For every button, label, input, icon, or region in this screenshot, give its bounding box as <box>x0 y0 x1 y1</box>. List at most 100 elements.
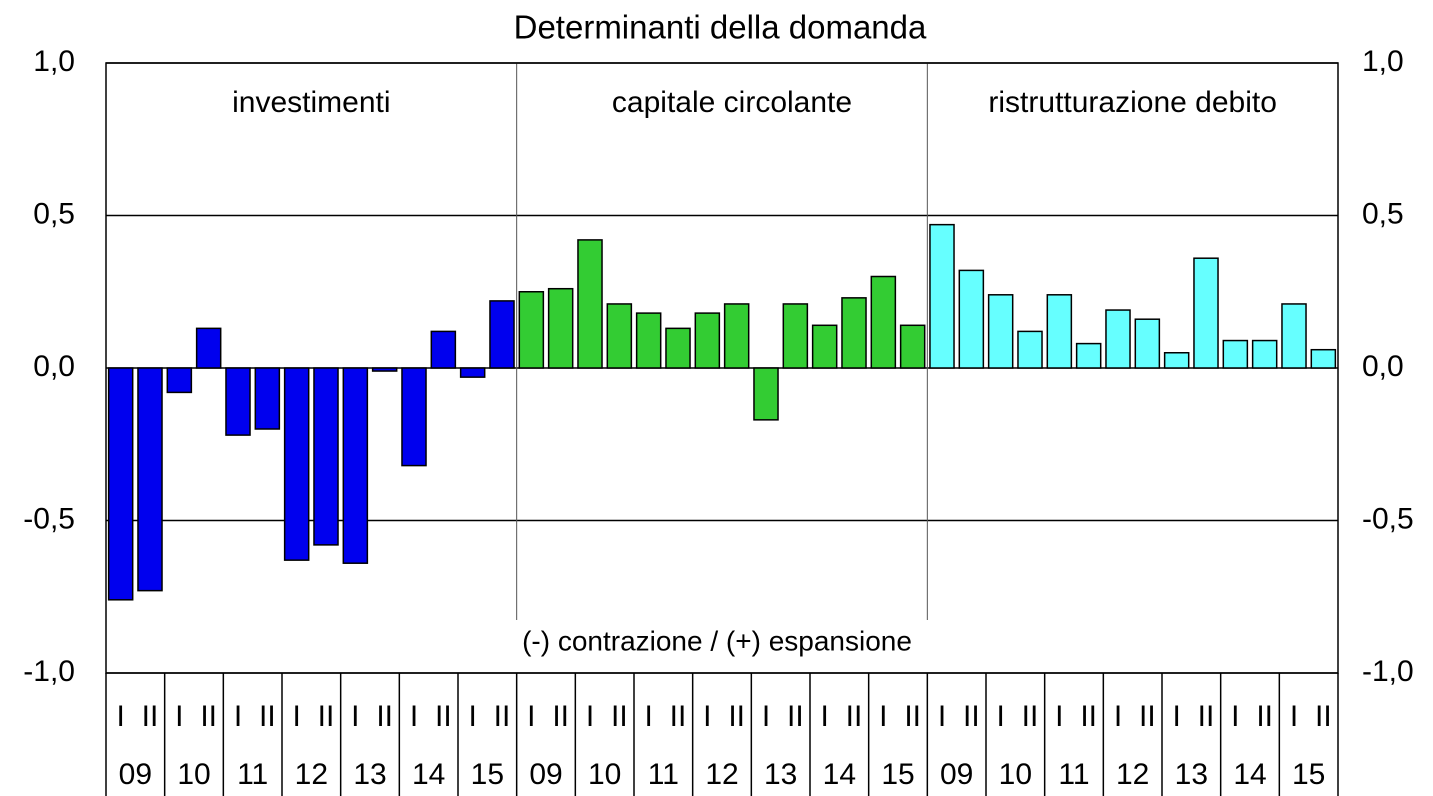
annotation: (-) contrazione / (+) espansione <box>522 625 912 656</box>
x-group-label: 14 <box>1233 758 1266 791</box>
bar <box>665 327 691 369</box>
bar <box>254 367 281 430</box>
x-tick-label: II <box>904 700 921 733</box>
x-tick-label: II <box>1198 700 1215 733</box>
bar <box>371 367 398 372</box>
x-tick-label: I <box>703 700 711 733</box>
series-label: investimenti <box>232 86 390 119</box>
x-tick-label: II <box>611 700 628 733</box>
bar <box>1017 330 1043 369</box>
bar <box>1075 342 1102 369</box>
x-tick-label: II <box>1022 700 1039 733</box>
bar <box>459 367 486 378</box>
x-tick-label: I <box>351 700 359 733</box>
bar <box>958 269 985 369</box>
x-tick-label: I <box>820 700 828 733</box>
bar <box>1134 318 1161 369</box>
x-group-label: 13 <box>764 758 797 791</box>
bar <box>195 327 222 369</box>
x-group-label: 09 <box>940 758 973 791</box>
x-tick-label: II <box>494 700 511 733</box>
bar <box>606 303 633 369</box>
bar <box>1310 348 1337 369</box>
x-tick-label: I <box>468 700 476 733</box>
bar <box>1105 309 1131 369</box>
x-tick-label: II <box>435 700 452 733</box>
x-group-label: 14 <box>412 758 445 791</box>
bar <box>342 367 369 564</box>
x-tick-label: I <box>175 700 183 733</box>
series-label: capitale circolante <box>612 86 852 119</box>
x-tick-label: I <box>996 700 1004 733</box>
x-group-label: 13 <box>1175 758 1208 791</box>
bar <box>489 300 515 369</box>
x-group-label: 14 <box>823 758 856 791</box>
x-tick-label: I <box>762 700 770 733</box>
y2-tick-label: 1,0 <box>1362 45 1404 78</box>
y-tick-label: -1,0 <box>23 655 75 688</box>
chart-title: Determinanti della domanda <box>514 9 927 46</box>
x-tick-label: II <box>963 700 980 733</box>
x-tick-label: II <box>1315 700 1332 733</box>
series-label: ristrutturazione debito <box>988 86 1277 119</box>
y-tick-label: -0,5 <box>23 502 75 535</box>
x-tick-label: II <box>787 700 804 733</box>
x-tick-label: II <box>846 700 863 733</box>
bar <box>577 239 603 369</box>
bar <box>518 291 545 369</box>
x-tick-label: II <box>728 700 745 733</box>
x-group-label: 09 <box>119 758 152 791</box>
bar <box>225 367 251 436</box>
x-tick-label: I <box>1055 700 1063 733</box>
bar <box>1193 257 1219 369</box>
x-tick-label: I <box>1231 700 1239 733</box>
x-group-label: 12 <box>295 758 328 791</box>
x-tick-label: I <box>586 700 594 733</box>
x-tick-label: II <box>1256 700 1273 733</box>
x-group-label: 10 <box>588 758 621 791</box>
bar <box>782 303 809 369</box>
bar <box>694 312 721 369</box>
bar <box>430 330 457 369</box>
x-group-label: 12 <box>705 758 738 791</box>
x-tick-label: II <box>200 700 217 733</box>
x-tick-label: I <box>1290 700 1298 733</box>
x-group-label: 15 <box>881 758 914 791</box>
bar <box>547 287 574 369</box>
x-group-label: 09 <box>529 758 562 791</box>
bar <box>283 367 310 561</box>
bar <box>313 367 339 546</box>
bar <box>1281 303 1307 369</box>
x-tick-label: I <box>1114 700 1122 733</box>
x-group-label: 12 <box>1116 758 1149 791</box>
x-group-label: 11 <box>237 758 268 791</box>
x-tick-label: II <box>318 700 335 733</box>
x-tick-label: II <box>1080 700 1097 733</box>
bar <box>753 367 779 421</box>
x-tick-label: II <box>259 700 276 733</box>
x-tick-label: I <box>938 700 946 733</box>
x-tick-label: I <box>879 700 887 733</box>
x-tick-label: I <box>116 700 124 733</box>
x-tick-label: I <box>644 700 652 733</box>
x-tick-label: I <box>292 700 300 733</box>
y2-tick-label: 0,5 <box>1362 197 1404 230</box>
bar <box>870 275 897 369</box>
x-tick-label: II <box>1139 700 1156 733</box>
bar <box>401 367 427 467</box>
plot-border <box>105 62 1339 674</box>
x-tick-label: II <box>552 700 569 733</box>
bar <box>1163 352 1190 369</box>
bar <box>137 367 163 592</box>
bar <box>166 367 193 394</box>
x-group-label: 11 <box>648 758 679 791</box>
x-group-label: 13 <box>353 758 386 791</box>
x-tick-label: II <box>376 700 393 733</box>
bar <box>635 312 662 369</box>
bar <box>1222 339 1249 369</box>
bar <box>723 303 750 369</box>
y-tick-label: 1,0 <box>33 45 75 78</box>
x-group-label: 15 <box>471 758 504 791</box>
y2-tick-label: -1,0 <box>1362 655 1414 688</box>
